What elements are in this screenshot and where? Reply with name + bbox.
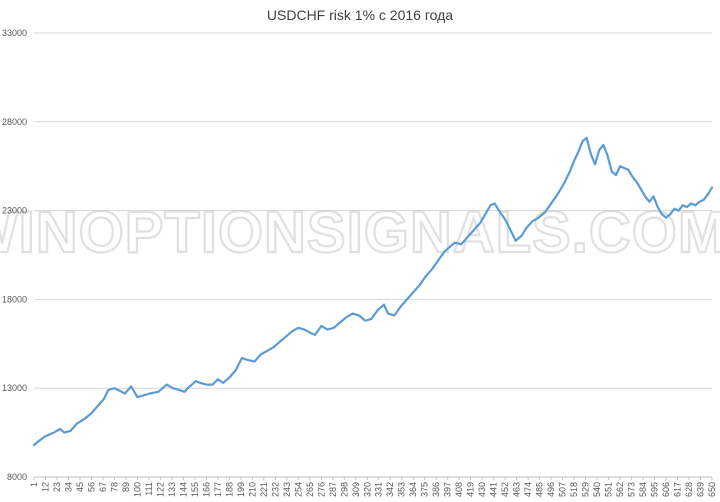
x-tick-label: 474 (523, 482, 533, 497)
y-axis-ticks: 8000 13000 18000 23000 28000 33000 (2, 28, 27, 482)
x-tick-label: 188 (224, 482, 234, 497)
watermark-text: WINOPTIONSIGNALS.COM (0, 200, 720, 265)
y-tick-label: 33000 (2, 28, 27, 38)
x-tick-label: 243 (282, 482, 292, 497)
x-tick-label: 144 (178, 482, 188, 497)
x-tick-label: 408 (454, 482, 464, 497)
x-tick-label: 276 (316, 482, 326, 497)
x-tick-label: 430 (477, 482, 487, 497)
x-tick-label: 584 (638, 482, 648, 497)
x-tick-label: 551 (604, 482, 614, 497)
x-tick-label: 496 (546, 482, 556, 497)
y-tick-label: 28000 (2, 117, 27, 127)
x-tick-label: 56 (86, 482, 96, 492)
x-tick-label: 254 (293, 482, 303, 497)
x-tick-label: 221 (259, 482, 269, 497)
x-tick-label: 122 (155, 482, 165, 497)
x-tick-label: 650 (707, 482, 717, 497)
x-tick-label: 507 (558, 482, 568, 497)
x-tick-label: 540 (592, 482, 602, 497)
chart-title: USDCHF risk 1% с 2016 года (267, 7, 453, 23)
x-tick-label: 639 (696, 482, 706, 497)
x-tick-label: 155 (190, 482, 200, 497)
watermark: WINOPTIONSIGNALS.COM (0, 199, 720, 266)
x-tick-label: 562 (615, 482, 625, 497)
y-tick-label: 8000 (7, 472, 27, 482)
x-tick-label: 441 (489, 482, 499, 497)
x-tick-label: 485 (535, 482, 545, 497)
x-tick-label: 298 (339, 482, 349, 497)
x-tick-label: 309 (351, 482, 361, 497)
x-tick-label: 375 (420, 482, 430, 497)
x-tick-label: 199 (236, 482, 246, 497)
x-tick-label: 320 (362, 482, 372, 497)
y-tick-label: 23000 (2, 206, 27, 216)
series-group (32, 136, 714, 447)
x-tick-label: 529 (581, 482, 591, 497)
x-tick-label: 166 (201, 482, 211, 497)
x-tick-label: 34 (63, 482, 73, 492)
x-tick-label: 232 (270, 482, 280, 497)
x-tick-label: 364 (408, 482, 418, 497)
x-tick-label: 111 (144, 482, 154, 496)
x-tick-label: 78 (109, 482, 119, 492)
x-tick-label: 595 (650, 482, 660, 497)
y-tick-label: 18000 (2, 294, 27, 304)
x-tick-label: 452 (500, 482, 510, 497)
x-tick-label: 573 (627, 482, 637, 497)
x-tick-label: 342 (385, 482, 395, 497)
x-tick-label: 1 (29, 482, 39, 487)
x-tick-label: 177 (213, 482, 223, 497)
x-tick-label: 353 (397, 482, 407, 497)
x-tick-label: 45 (75, 482, 85, 492)
x-tick-label: 89 (121, 482, 131, 492)
x-tick-label: 23 (52, 482, 62, 492)
x-tick-label: 67 (98, 482, 108, 492)
x-tick-label: 12 (40, 482, 50, 492)
x-tick-label: 100 (132, 482, 142, 497)
x-tick-label: 287 (328, 482, 338, 497)
gridlines (34, 32, 712, 389)
x-tick-label: 463 (512, 482, 522, 497)
x-tick-label: 386 (431, 482, 441, 497)
x-tick-label: 133 (167, 482, 177, 497)
series-line (32, 136, 714, 447)
x-tick-label: 397 (443, 482, 453, 497)
x-tick-label: 210 (247, 482, 257, 497)
x-tick-label: 518 (569, 482, 579, 497)
x-tick-label: 331 (374, 482, 384, 497)
x-tick-label: 617 (673, 482, 683, 497)
y-tick-label: 13000 (2, 383, 27, 393)
x-tick-label: 606 (661, 482, 671, 497)
x-tick-label: 628 (684, 482, 694, 497)
x-axis-ticks: 1 12 23 34 45 56 67 78 89 100 111 122 133 144 155 166 17… (29, 477, 717, 497)
x-tick-label: 419 (466, 482, 476, 497)
x-tick-label: 265 (305, 482, 315, 497)
